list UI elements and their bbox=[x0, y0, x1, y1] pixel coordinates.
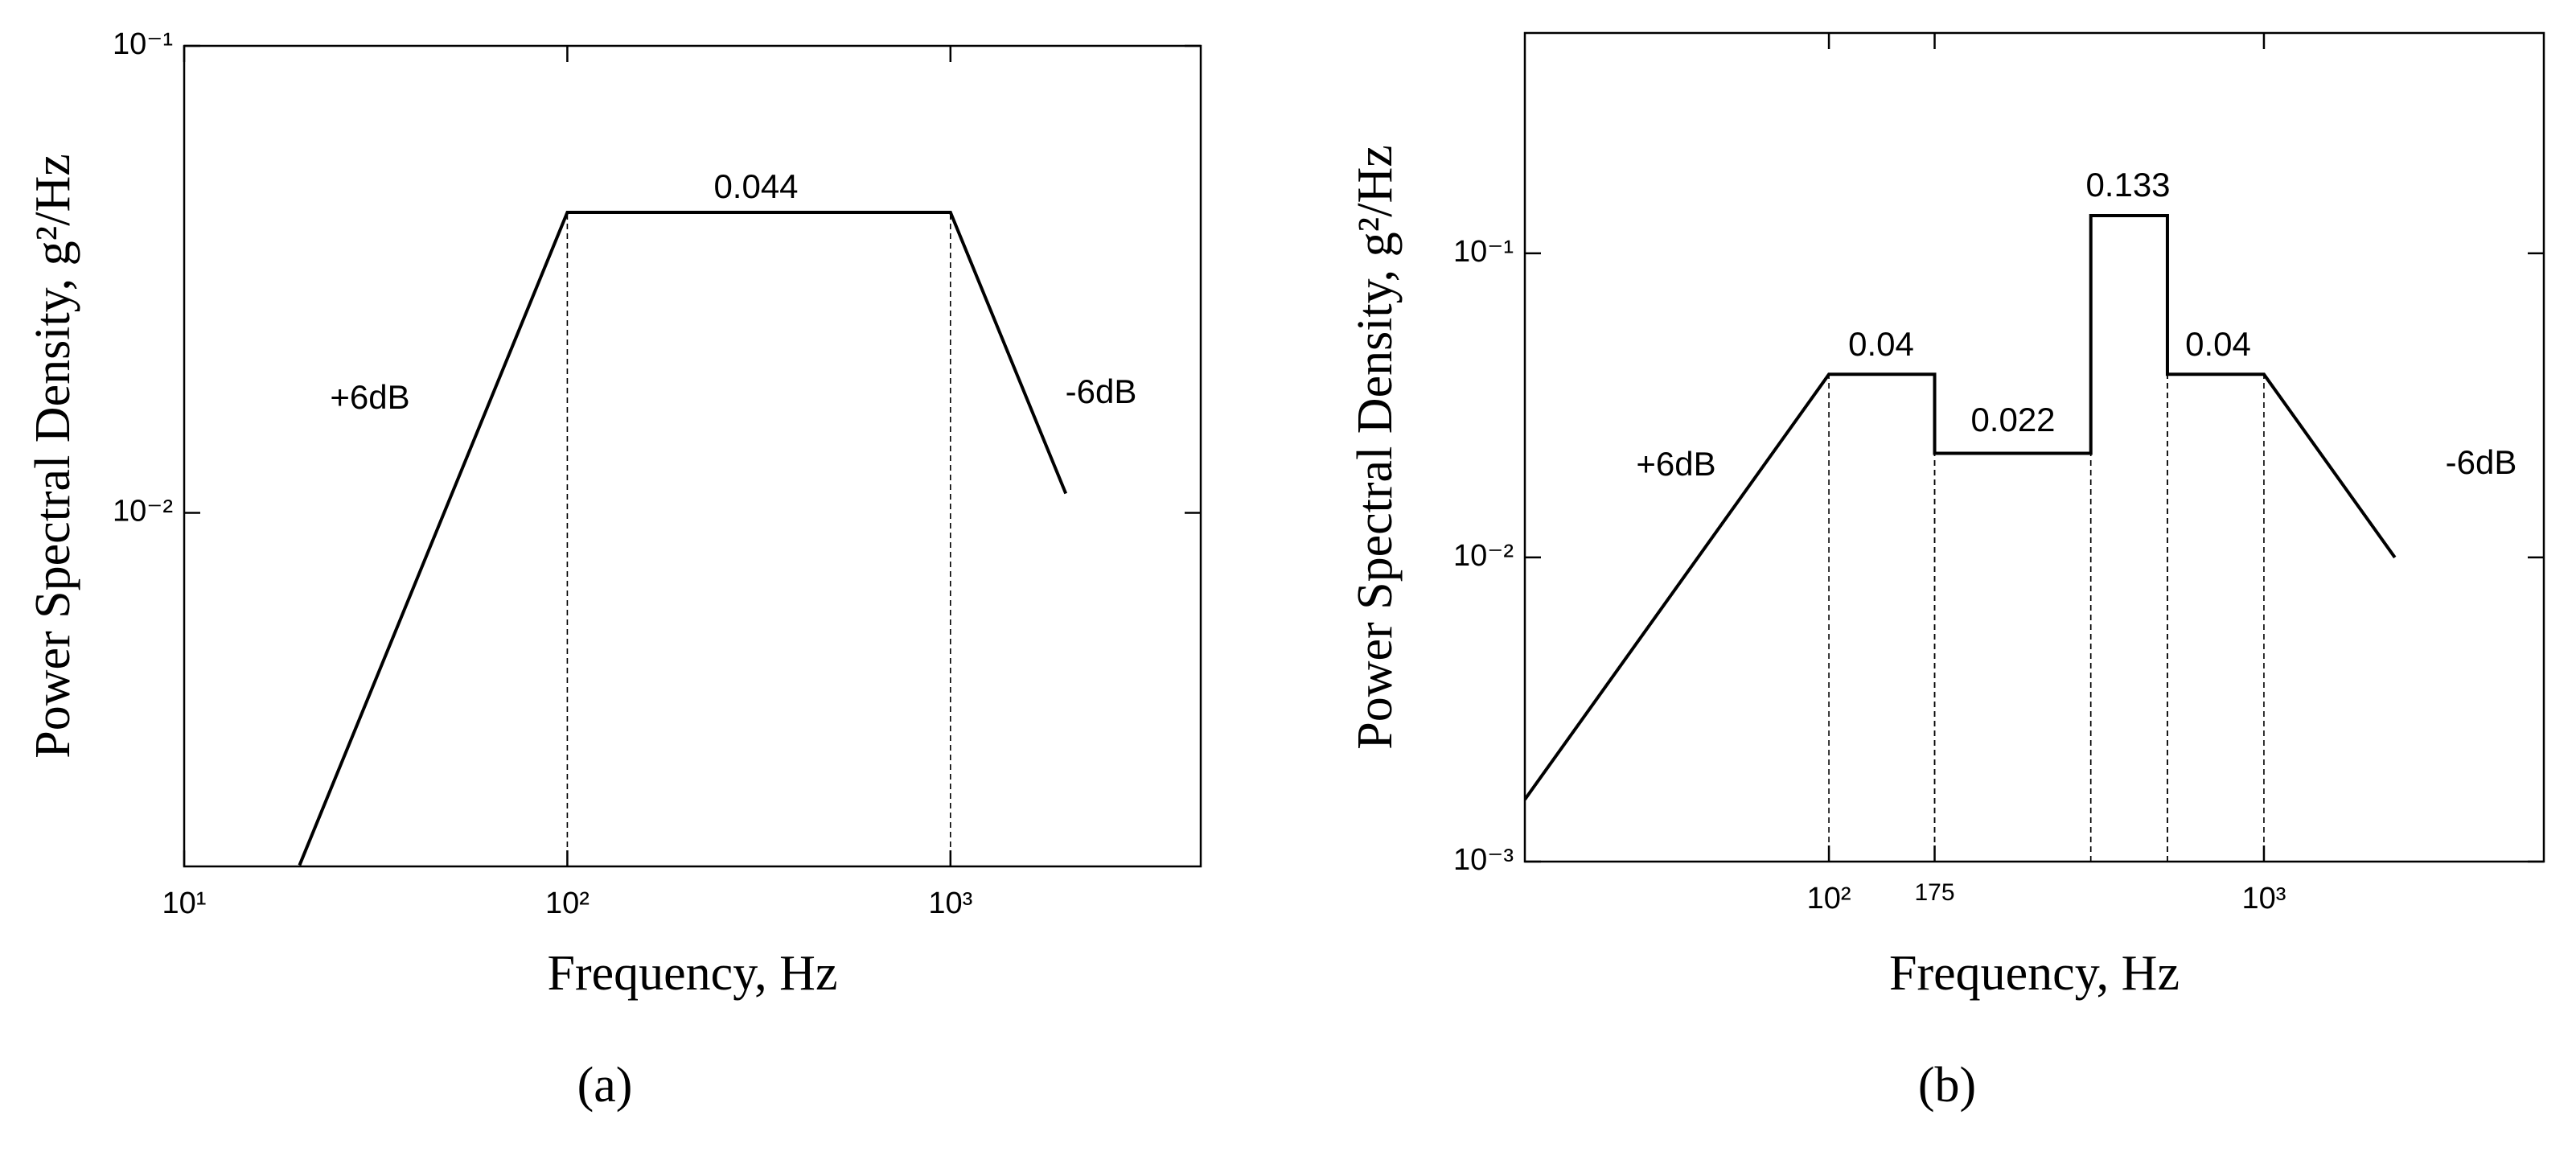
x-axis-title: Frequency, Hz bbox=[548, 946, 838, 1001]
x-tick-label: 10¹ bbox=[162, 887, 207, 920]
annotation: +6dB bbox=[330, 378, 409, 416]
annotation: +6dB bbox=[1636, 445, 1715, 483]
x-tick-label: 10² bbox=[545, 887, 590, 920]
x-tick-label: 10³ bbox=[2242, 882, 2286, 915]
y-tick-label: 10⁻¹ bbox=[1453, 235, 1514, 269]
annotation: 0.044 bbox=[713, 167, 798, 205]
y-axis-title: Power Spectral Density, g²/Hz bbox=[26, 154, 80, 759]
annotation: 0.022 bbox=[1970, 401, 2055, 438]
y-tick-label: 10⁻³ bbox=[1453, 843, 1514, 877]
caption: (b) bbox=[1918, 1058, 1976, 1113]
psd-line bbox=[298, 210, 1068, 866]
y-tick-label: 10⁻¹ bbox=[113, 27, 173, 61]
caption: (a) bbox=[577, 1058, 633, 1113]
y-tick-label: 10⁻² bbox=[1453, 539, 1514, 573]
plot-frame bbox=[1523, 31, 2545, 863]
y-axis-title: Power Spectral Density, g²/Hz bbox=[1348, 145, 1403, 750]
x-tick-label: 175 bbox=[1914, 879, 1954, 906]
annotation: -6dB bbox=[2446, 443, 2517, 481]
psd-line bbox=[1525, 214, 2397, 800]
annotation: 0.133 bbox=[2085, 166, 2170, 204]
annotation: 0.04 bbox=[2185, 325, 2251, 363]
annotation: 0.04 bbox=[1848, 325, 1914, 363]
x-tick-label: 10³ bbox=[928, 887, 972, 920]
y-tick-label: 10⁻² bbox=[113, 495, 173, 529]
annotation: -6dB bbox=[1066, 372, 1137, 410]
plot-frame bbox=[183, 44, 1202, 868]
x-tick-label: 10² bbox=[1807, 882, 1851, 915]
x-axis-title: Frequency, Hz bbox=[1889, 946, 2180, 1001]
